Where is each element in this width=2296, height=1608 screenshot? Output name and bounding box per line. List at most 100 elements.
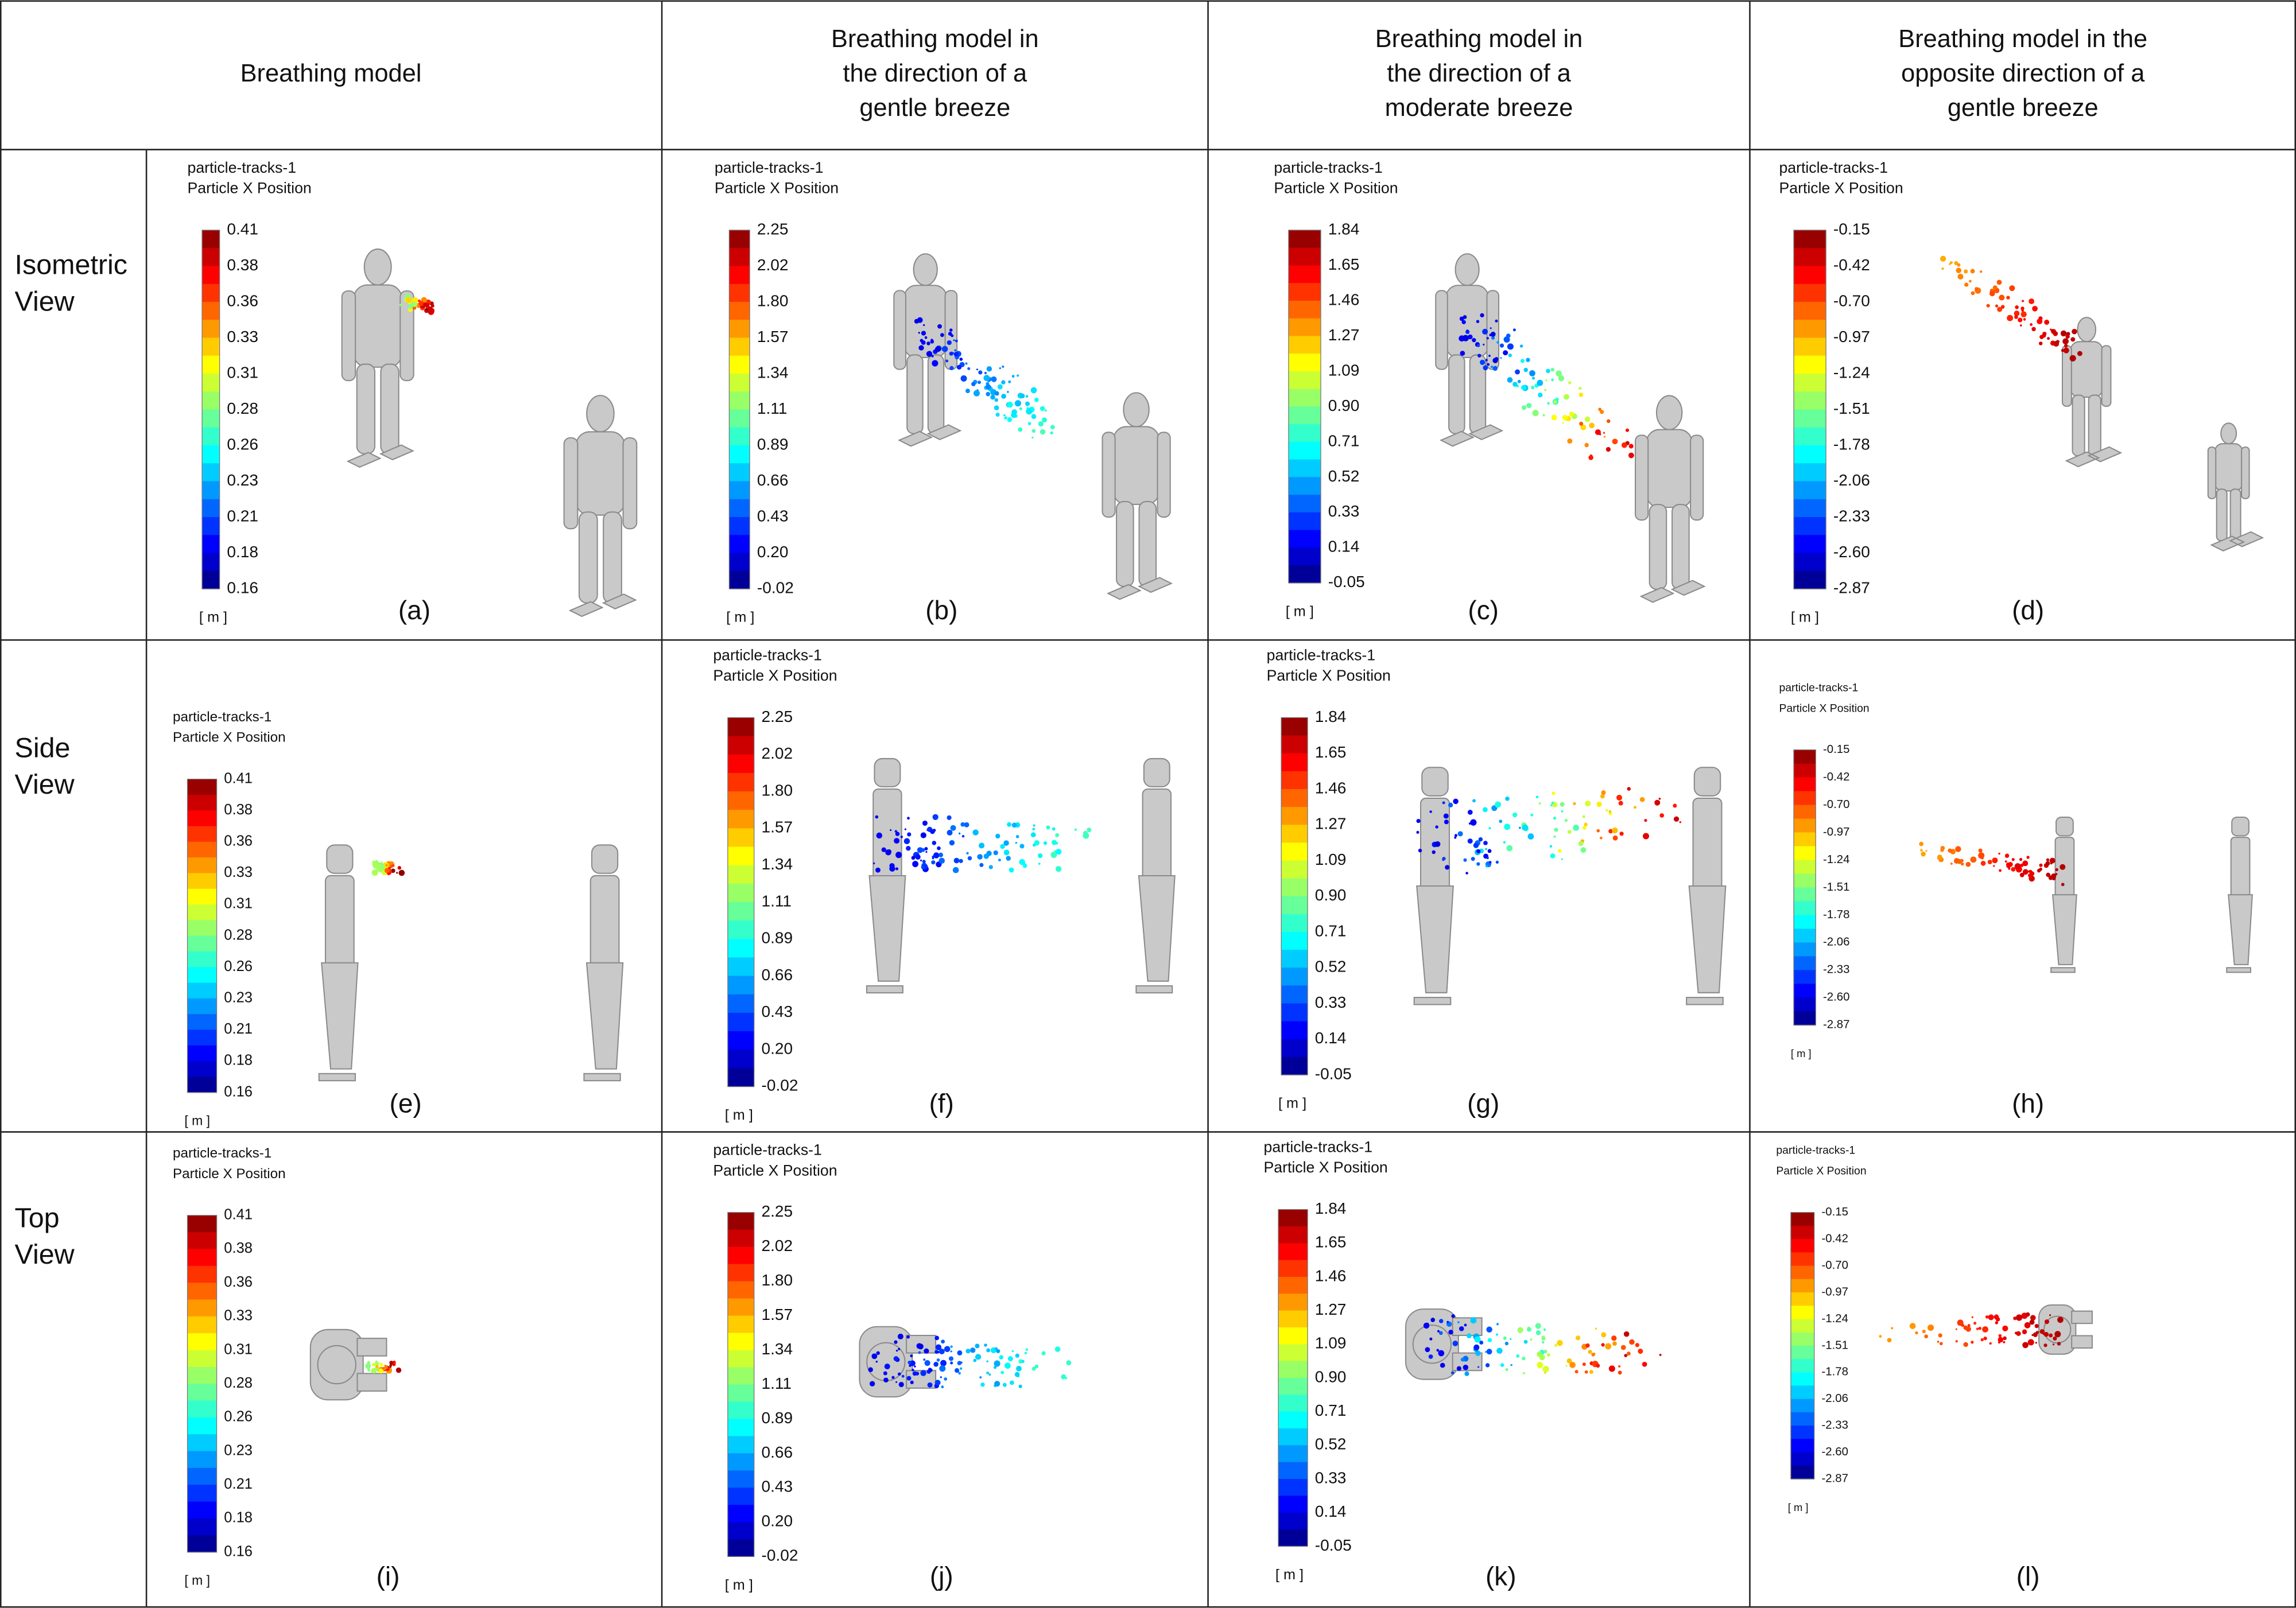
colorbar-band bbox=[727, 1401, 754, 1420]
particle bbox=[1561, 858, 1564, 860]
colorbar-band bbox=[727, 1281, 754, 1299]
colorbar-band bbox=[727, 883, 754, 903]
particle bbox=[2024, 1322, 2031, 1329]
particle bbox=[894, 1340, 898, 1344]
colorbar-tick-label: 0.41 bbox=[224, 1207, 253, 1223]
particle bbox=[430, 304, 435, 308]
particle bbox=[2034, 1324, 2039, 1329]
particle bbox=[970, 1347, 976, 1353]
mannequin-arm bbox=[563, 437, 579, 530]
particle bbox=[1485, 1351, 1487, 1353]
particle bbox=[1516, 1354, 1520, 1358]
mannequin-leg bbox=[603, 511, 622, 604]
colorbar-band bbox=[1281, 985, 1308, 1004]
colorbar-tick-label: 0.31 bbox=[224, 1341, 253, 1357]
particle bbox=[955, 1368, 960, 1373]
colorbar-tick-label: 0.90 bbox=[1328, 397, 1360, 414]
particle bbox=[1448, 802, 1453, 807]
particle bbox=[959, 859, 963, 863]
colorbar-frame bbox=[727, 1212, 755, 1557]
panel-label: (l) bbox=[2016, 1562, 2040, 1591]
particle bbox=[929, 1368, 933, 1372]
particle bbox=[1608, 1365, 1615, 1372]
particle bbox=[991, 376, 997, 382]
particle bbox=[999, 367, 1001, 370]
colorbar-tick-label: 0.20 bbox=[757, 543, 789, 561]
particle bbox=[2030, 323, 2033, 326]
colorbar-tick-label: 0.21 bbox=[224, 1476, 253, 1492]
particle bbox=[1025, 401, 1030, 406]
particle bbox=[1971, 1316, 1973, 1318]
particle bbox=[1939, 1342, 1943, 1346]
mannequin-base bbox=[1686, 997, 1724, 1005]
particle bbox=[1551, 378, 1554, 382]
particle bbox=[1007, 1356, 1013, 1362]
colorbar-band bbox=[727, 1539, 754, 1557]
particle bbox=[1909, 1323, 1916, 1329]
particle bbox=[1506, 845, 1513, 852]
mannequin-legs bbox=[868, 875, 906, 982]
particle bbox=[1495, 1333, 1498, 1336]
colorbar-band bbox=[1278, 1512, 1308, 1530]
particle bbox=[1461, 320, 1466, 324]
particle bbox=[1940, 848, 1944, 852]
mannequin-torso bbox=[1142, 788, 1172, 884]
colorbar-band bbox=[727, 1419, 754, 1437]
particle bbox=[1470, 1317, 1477, 1324]
colorbar-tick-label: 1.46 bbox=[1315, 779, 1347, 797]
colorbar-band bbox=[202, 463, 220, 482]
particle bbox=[2054, 1331, 2061, 1338]
colorbar-band bbox=[1790, 1239, 1814, 1253]
particle bbox=[2047, 337, 2050, 340]
particle bbox=[1627, 787, 1631, 791]
colorbar-band bbox=[187, 1384, 217, 1401]
particle bbox=[2018, 317, 2023, 323]
particle bbox=[917, 1343, 924, 1350]
colorbar-band bbox=[1794, 463, 1826, 482]
particle bbox=[909, 1364, 912, 1367]
colorbar-band bbox=[729, 427, 750, 446]
colorbar-band bbox=[1794, 427, 1826, 446]
colorbar-band bbox=[1288, 406, 1321, 425]
particle bbox=[2062, 338, 2069, 345]
mannequin-torso bbox=[1646, 429, 1693, 508]
mannequin-base bbox=[2050, 967, 2076, 973]
particle bbox=[409, 308, 412, 310]
particle bbox=[2046, 858, 2050, 862]
colorbar-band bbox=[729, 517, 750, 536]
particle bbox=[2016, 869, 2019, 872]
particle bbox=[985, 384, 991, 390]
colorbar-band bbox=[1794, 535, 1826, 554]
particle bbox=[2053, 331, 2058, 336]
mannequin-head bbox=[1421, 767, 1449, 797]
particle bbox=[1505, 797, 1510, 801]
particle bbox=[1611, 1335, 1617, 1341]
particle bbox=[875, 1361, 878, 1363]
particle bbox=[1978, 852, 1985, 859]
particle bbox=[1922, 1329, 1926, 1334]
particle bbox=[1463, 1365, 1469, 1370]
particle bbox=[984, 372, 987, 375]
colorbar-band bbox=[187, 951, 217, 968]
colorbar-tick-label: 1.84 bbox=[1315, 708, 1347, 725]
colorbar-tick-label: -1.51 bbox=[1833, 399, 1870, 417]
particle bbox=[1011, 409, 1017, 415]
colorbar-band bbox=[1794, 302, 1826, 321]
particle bbox=[1601, 790, 1606, 795]
particle bbox=[1608, 811, 1612, 815]
particle bbox=[1583, 826, 1587, 830]
particle bbox=[904, 828, 906, 830]
legend-title: Particle X Position bbox=[1264, 1159, 1388, 1176]
particle bbox=[2020, 311, 2027, 317]
particle bbox=[2069, 355, 2076, 362]
particle bbox=[995, 1347, 998, 1350]
legend-title: Particle X Position bbox=[1274, 180, 1398, 197]
colorbar-band bbox=[187, 967, 217, 984]
particle bbox=[1547, 402, 1550, 405]
colorbar-band bbox=[202, 481, 220, 500]
column-header: the direction of a bbox=[1387, 60, 1571, 87]
particle bbox=[2029, 298, 2035, 304]
colorbar-tick-label: -0.42 bbox=[1821, 1233, 1848, 1245]
colorbar-band bbox=[1790, 1372, 1814, 1386]
row-label: View bbox=[15, 286, 75, 317]
